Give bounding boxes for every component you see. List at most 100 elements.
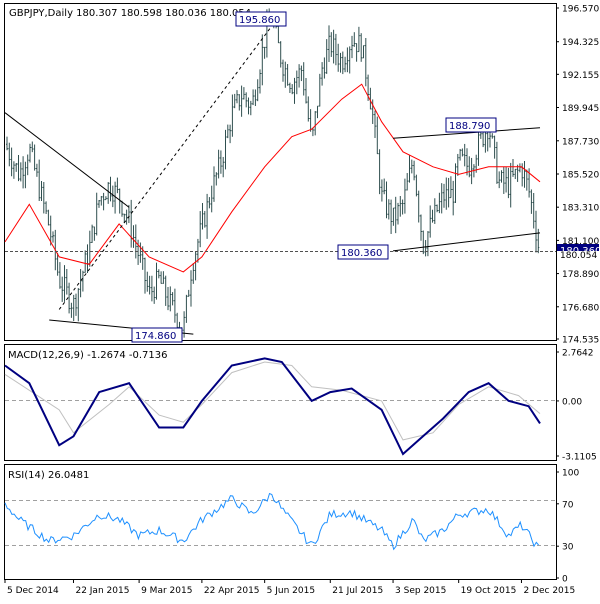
rsi-tick-label: 0 [562,575,568,585]
price-bar [68,282,71,314]
price-bar [291,84,294,95]
price-bar [190,270,192,307]
price-bar [374,110,376,139]
price-bar [249,100,252,116]
price-bar [383,178,386,195]
price-bar [459,148,462,161]
price-bar [238,94,241,111]
price-bar [261,34,264,86]
price-bar [449,176,452,199]
price-bar [144,257,146,294]
trendline [393,127,541,139]
price-bar [378,149,381,195]
price-bar [440,183,443,214]
price-bar [215,172,218,186]
price-bar [58,262,61,289]
price-bar [203,210,206,228]
main-plot [4,8,556,338]
price-bar [104,196,107,201]
price-bar [47,209,50,226]
macd-axis: 2.7642 0.00 -3.1105 [556,349,597,463]
price-bar [410,159,413,174]
time-tick-label: 9 Mar 2015 [141,586,192,596]
price-bar [491,133,494,139]
price-bar [26,154,29,176]
current-close-text: 180.054 [560,251,597,261]
price-bar [150,275,153,302]
current-price-badge: 180.360 180.054 [557,244,600,261]
price-bar [155,262,158,300]
price-bar [431,209,434,223]
price-bar [408,154,411,183]
price-bar [509,162,512,208]
main-header: GBPJPY,Daily 180.307 180.598 180.036 180… [9,8,251,19]
label-low: 174.860 [131,327,183,343]
rsi-tick-label: 100 [562,469,579,479]
price-bar [98,200,100,208]
price-bar [160,271,163,284]
price-bar [254,89,257,107]
price-bar [295,70,298,95]
price-bar [530,189,533,214]
label-oct-high: 188.790 [445,117,497,133]
price-bar [75,293,77,316]
price-bar [148,275,151,295]
price-bar [167,287,169,311]
price-bar [22,156,25,189]
price-bar [507,167,510,199]
price-bar [323,57,326,79]
price-bar [213,166,215,202]
price-bar [298,64,301,88]
price-bar [226,124,229,139]
price-bar [256,79,259,102]
rsi-panel-frame [4,464,557,580]
price-bar [314,111,317,136]
price-bar [401,199,404,215]
price-bar [6,136,8,151]
price-bar [240,85,243,117]
price-bar [397,202,399,225]
price-bar [201,202,204,230]
price-bar [217,149,220,179]
price-bar [222,156,225,178]
price-bar [330,32,333,57]
price-bar [206,193,209,239]
price-bar [107,182,110,204]
price-bar [452,180,455,216]
price-bar [56,252,59,276]
trendline [58,16,280,310]
price-bar [429,205,432,238]
price-bar [482,132,485,148]
price-bar [422,230,425,255]
time-tick-label: 19 Oct 2015 [461,586,517,596]
price-bar [420,214,422,241]
price-tick-label: 176.680 [562,303,599,313]
price-bar [300,65,303,82]
price-bar [456,153,459,176]
price-bar [139,242,142,263]
price-bar [61,276,64,302]
price-bar [224,129,227,170]
price-bar [337,43,340,72]
price-bar [242,87,245,100]
price-bar [111,185,114,208]
price-bar [305,78,307,104]
price-tick-label: 178.890 [562,270,599,280]
price-bar [42,181,45,214]
price-bar [169,286,172,312]
price-bar [185,294,188,323]
price-tick-label: 185.520 [562,170,599,180]
price-bar [284,61,287,88]
price-bar [15,163,18,172]
macd-tick-label: 0.00 [562,397,582,407]
price-bar [279,41,282,68]
price-bar [77,288,80,322]
rsi-tick-label: 70 [562,500,574,510]
price-bar [443,183,445,208]
price-bar [523,160,526,188]
price-bar [364,38,367,87]
price-bar [500,170,503,183]
price-bar [125,209,128,225]
price-bar [380,179,383,202]
price-bar [153,286,156,304]
